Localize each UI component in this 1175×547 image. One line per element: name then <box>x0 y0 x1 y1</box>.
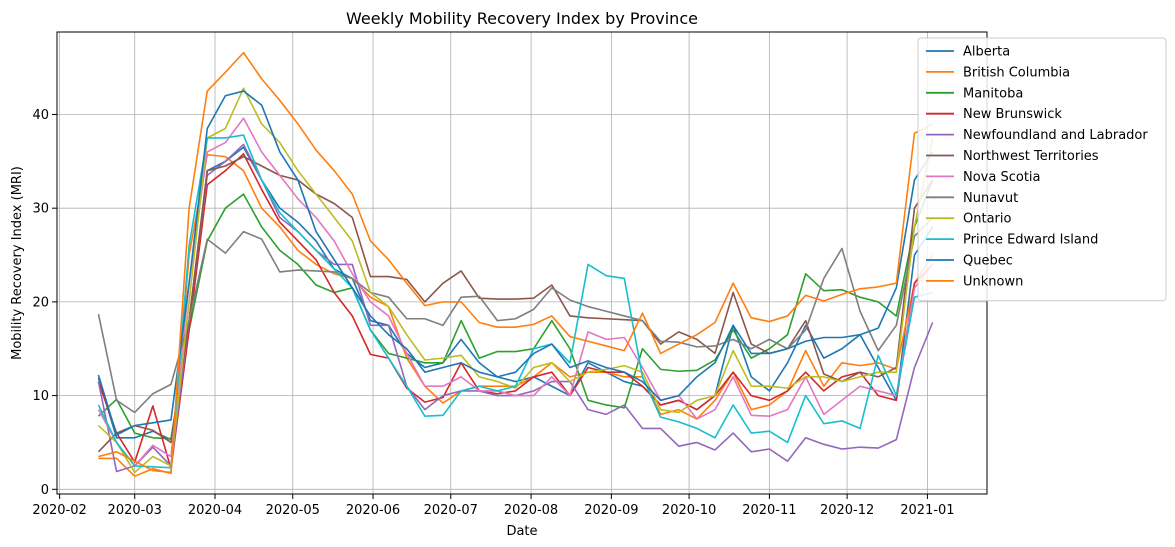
series-line-nova-scotia <box>97 117 934 467</box>
x-tick-label: 2020-02 <box>32 503 86 518</box>
y-axis-label: Mobility Recovery Index (MRI) <box>10 166 25 360</box>
series-line-unknown <box>98 51 933 474</box>
legend-label-british-columbia: British Columbia <box>963 65 1070 80</box>
y-tick-label: 10 <box>32 389 49 404</box>
series-line-ontario <box>97 87 934 474</box>
legend: Alberta British Columbia Manitoba New Bruns… <box>917 37 1167 302</box>
series-line-quebec <box>97 90 934 436</box>
x-tick-label: 2020-06 <box>346 503 400 518</box>
plot-area <box>97 51 934 477</box>
x-tick-label: 2020-09 <box>584 503 638 518</box>
legend-label-quebec: Quebec <box>963 254 1013 269</box>
x-tick-label: 2020-12 <box>820 503 874 518</box>
series-line-manitoba <box>97 179 934 440</box>
x-tick-label: 2020-11 <box>742 503 796 518</box>
legend-label-nova-scotia: Nova Scotia <box>963 170 1041 185</box>
x-tick-label: 2020-07 <box>424 503 478 518</box>
legend-label-new-brunswick: New Brunswick <box>963 107 1062 122</box>
legend-label-prince-edward-island: Prince Edward Island <box>963 233 1098 248</box>
series-line-prince-edward-island <box>97 134 933 469</box>
legend-label-manitoba: Manitoba <box>963 86 1023 101</box>
legend-label-unknown: Unknown <box>963 274 1023 289</box>
legend-label-nunavut: Nunavut <box>963 191 1018 206</box>
y-axis: 0 10 20 30 40 <box>32 108 57 498</box>
y-tick-label: 20 <box>32 295 49 310</box>
x-tick-label: 2021-01 <box>900 503 954 518</box>
x-axis: 2020-02 2020-03 2020-04 2020-05 2020-06 2020-… <box>32 494 955 518</box>
legend-box <box>917 37 1167 302</box>
x-axis-label: Date <box>506 524 537 539</box>
x-tick-label: 2020-03 <box>108 503 162 518</box>
legend-label-newfoundland-and-labrador: Newfoundland and Labrador <box>963 128 1148 143</box>
legend-label-ontario: Ontario <box>963 212 1011 227</box>
legend-label-northwest-territories: Northwest Territories <box>963 149 1099 164</box>
y-tick-label: 0 <box>41 483 49 498</box>
legend-label-alberta: Alberta <box>963 45 1010 60</box>
series-line-northwest-territories <box>97 155 934 453</box>
x-tick-label: 2020-10 <box>662 503 716 518</box>
chart-title: Weekly Mobility Recovery Index by Provin… <box>346 9 698 28</box>
x-tick-label: 2020-05 <box>266 503 320 518</box>
x-tick-label: 2020-04 <box>188 503 242 518</box>
y-tick-label: 30 <box>32 202 49 217</box>
x-tick-label: 2020-08 <box>504 503 558 518</box>
series-line-alberta <box>97 146 934 441</box>
series-line-nunavut <box>97 216 934 414</box>
y-tick-label: 40 <box>32 108 49 123</box>
